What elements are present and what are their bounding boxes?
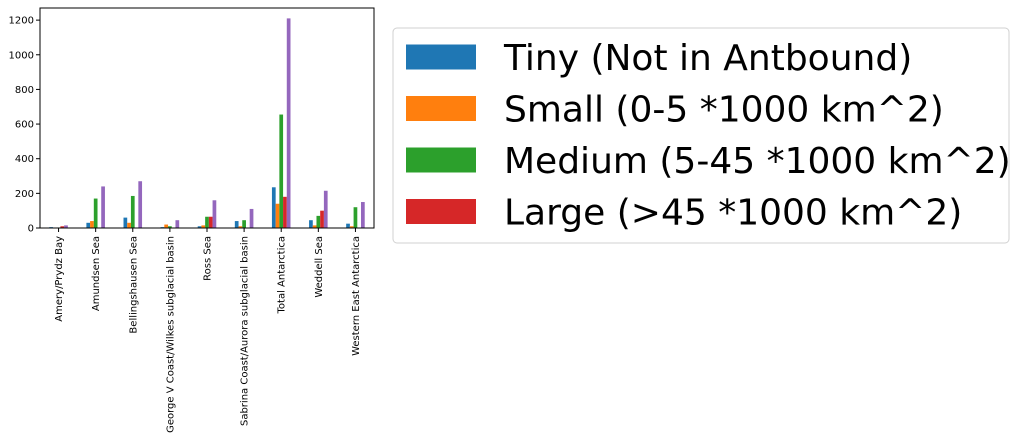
y-tick-label: 800	[15, 85, 34, 96]
bar-s1-c1	[90, 221, 94, 228]
bars-layer	[49, 18, 365, 228]
y-tick-label: 0	[28, 224, 34, 235]
bar-s1-c2	[127, 222, 131, 228]
bar-s3-c0	[60, 226, 65, 228]
x-tick-label: Weddell Sea	[314, 236, 325, 298]
x-tick-label: Ross Sea	[203, 236, 214, 281]
bar-s1-c7	[312, 225, 317, 228]
bar-s0-c8	[346, 223, 350, 228]
legend-label-1: Small (0-5 *1000 km^2)	[504, 90, 944, 131]
bar-s0-c2	[123, 217, 128, 228]
legend-swatch-2	[406, 147, 476, 173]
y-axis: 0 200 400 600 800 1000 1200	[9, 16, 40, 235]
bar-s1-c6	[275, 203, 280, 228]
bar-s4-c5	[249, 208, 254, 228]
x-axis: Amery/Prydz Bay Amundsen Sea Bellingshause…	[54, 228, 362, 433]
bar-s2-c8	[353, 207, 358, 228]
bar-s4-c2	[138, 181, 143, 228]
legend-swatch-3	[406, 199, 476, 224]
x-tick-label: Total Antarctica	[277, 236, 288, 314]
y-tick-label: 400	[15, 154, 34, 165]
bar-s4-c8	[361, 202, 365, 228]
y-tick-label: 600	[15, 120, 34, 131]
legend-box	[392, 27, 1010, 244]
bar-s2-c2	[130, 195, 135, 228]
bar-s4-c1	[101, 186, 105, 228]
bar-s0-c1	[86, 222, 91, 228]
bar-s1-c3	[164, 224, 169, 228]
x-tick-label: Western East Antarctica	[351, 236, 362, 356]
bar-s0-c5	[234, 221, 239, 228]
legend-label-0: Tiny (Not in Antbound)	[503, 38, 912, 79]
x-tick-label: Sabrina Coast/Aurora subglacial basin	[240, 236, 251, 426]
bar-s0-c7	[309, 220, 313, 228]
bar-s3-c6	[283, 196, 287, 228]
bar-s3-c4	[208, 216, 213, 228]
bar-s2-c7	[316, 215, 321, 228]
x-tick-label: Amery/Prydz Bay	[54, 236, 65, 322]
x-tick-label: Bellingshausen Sea	[128, 236, 139, 334]
bar-s4-c0	[64, 225, 68, 228]
bar-s4-c3	[175, 220, 180, 228]
legend: Tiny (Not in Antbound) Small (0-5 *1000 k…	[392, 27, 1011, 244]
x-tick-label: George V Coast/Wilkes subglacial basin	[165, 236, 176, 433]
x-tick-label: Amundsen Sea	[91, 236, 102, 311]
legend-label-2: Medium (5-45 *1000 km^2)	[504, 141, 1011, 182]
bar-s0-c4	[197, 226, 202, 228]
bar-s4-c6	[286, 18, 291, 228]
bar-s2-c5	[242, 220, 246, 228]
bar-s4-c4	[212, 200, 217, 228]
bar-s2-c1	[93, 198, 98, 228]
y-tick-label: 1200	[9, 16, 34, 27]
bar-s3-c7	[320, 210, 324, 228]
bar-s2-c3	[168, 226, 172, 228]
bar-s2-c6	[279, 114, 284, 228]
y-tick-label: 1000	[9, 50, 34, 61]
y-tick-label: 200	[15, 189, 34, 200]
legend-label-3: Large (>45 *1000 km^2)	[504, 193, 962, 234]
bar-s1-c5	[238, 226, 243, 228]
bar-s2-c4	[205, 216, 209, 228]
legend-swatch-0	[406, 44, 476, 70]
legend-swatch-1	[406, 96, 476, 121]
bar-s1-c4	[201, 225, 206, 228]
bar-s4-c7	[323, 190, 328, 228]
bar-s1-c8	[349, 226, 354, 228]
bar-s0-c6	[271, 187, 276, 228]
